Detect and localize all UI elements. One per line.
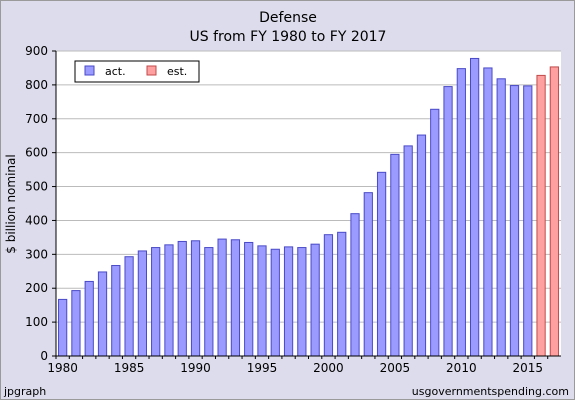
bar-actual — [190, 240, 201, 357]
bar-actual — [230, 239, 241, 357]
bar-actual — [430, 108, 440, 357]
bar-actual — [164, 244, 174, 357]
bar-estimate — [536, 74, 546, 357]
bar-actual — [270, 248, 280, 357]
y-tick-label: 600 — [25, 146, 48, 160]
bars — [58, 57, 559, 357]
bar-actual — [58, 298, 68, 357]
y-tick-label: 100 — [25, 315, 48, 329]
bar-actual — [509, 85, 520, 357]
bar-actual — [363, 192, 373, 357]
x-tick-label: 2000 — [313, 361, 344, 375]
x-tick-label: 1995 — [247, 361, 278, 375]
legend: act. est. — [74, 60, 200, 83]
bar-actual — [323, 234, 334, 357]
y-tick-label: 800 — [25, 78, 48, 92]
bar-actual — [244, 241, 254, 357]
x-tick-label: 2005 — [380, 361, 411, 375]
bar-estimate — [549, 66, 559, 357]
x-tick-label: 2015 — [513, 361, 544, 375]
footer-credit-left: jpgraph — [4, 385, 47, 398]
legend-swatch-actual — [84, 65, 95, 76]
bar-actual — [124, 256, 134, 357]
bar-actual — [97, 271, 108, 357]
y-tick-label: 300 — [25, 247, 48, 261]
y-tick-label: 900 — [25, 44, 48, 58]
y-tick-label: 700 — [25, 112, 48, 126]
bar-actual — [297, 247, 307, 357]
bar-actual — [337, 231, 347, 357]
footer-credit-right: usgovernmentspending.com — [411, 385, 569, 398]
bar-actual — [350, 213, 360, 357]
bar-actual — [469, 57, 480, 357]
y-tick-label: 500 — [25, 180, 48, 194]
bar-actual — [217, 238, 227, 357]
bar-actual — [376, 171, 387, 357]
chart-subtitle: US from FY 1980 to FY 2017 — [190, 29, 387, 45]
bar-actual — [111, 265, 121, 357]
legend-label-actual: act. — [105, 65, 126, 78]
bar-actual — [84, 280, 94, 357]
chart-title: Defense — [259, 10, 317, 26]
y-tick-label: 400 — [25, 213, 48, 227]
bar-actual — [496, 78, 506, 357]
x-tick-label: 1990 — [180, 361, 211, 375]
legend-swatch-estimate — [146, 65, 157, 76]
y-tick-label: 200 — [25, 281, 48, 295]
x-tick-label: 1980 — [47, 361, 78, 375]
bar-actual — [310, 243, 320, 357]
bar-actual — [483, 67, 493, 357]
bar-actual — [456, 68, 466, 357]
bar-actual — [204, 247, 214, 357]
bar-actual — [523, 85, 533, 357]
bar-actual — [416, 134, 427, 357]
legend-box — [74, 60, 200, 83]
bar-actual — [137, 250, 148, 357]
bar-actual — [71, 290, 81, 357]
bar-actual — [443, 86, 453, 357]
bar-actual — [151, 247, 161, 357]
bar-actual — [283, 246, 294, 357]
x-ticks: 1980 1985 1990 1995 2000 2005 2010 2015 — [47, 356, 549, 375]
y-tick-label: 0 — [40, 349, 48, 363]
x-tick-label: 2010 — [446, 361, 477, 375]
y-ticks: 0 100 200 300 400 500 600 700 800 900 — [25, 44, 56, 363]
bar-actual — [390, 153, 400, 357]
y-axis-label: $ billion nominal — [4, 154, 18, 253]
legend-label-estimate: est. — [167, 65, 187, 78]
bar-actual — [177, 240, 187, 357]
bar-actual — [257, 245, 267, 357]
x-tick-label: 1985 — [114, 361, 145, 375]
bar-actual — [403, 145, 413, 357]
